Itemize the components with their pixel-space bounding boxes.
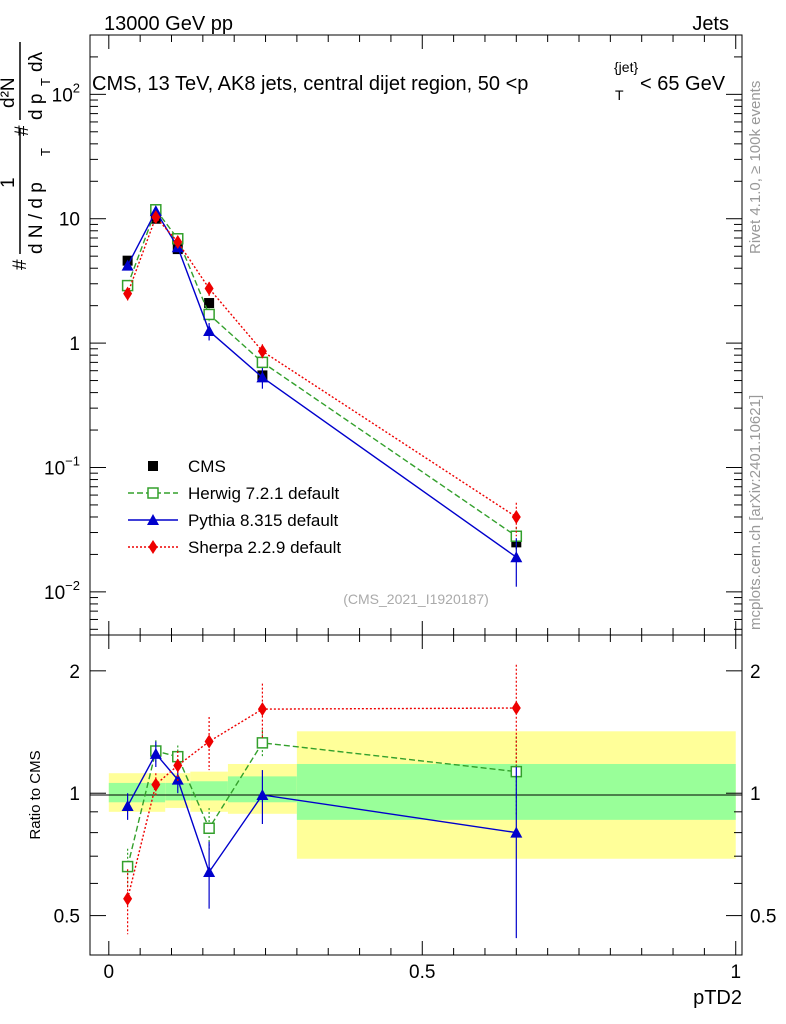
header-left: 13000 GeV pp <box>104 13 233 35</box>
ratio-point-pythia <box>510 826 523 838</box>
ratio-point-sherpa <box>257 702 267 717</box>
legend-marker <box>147 487 159 499</box>
ratio-line-herwig <box>126 742 517 867</box>
ratio-point-sherpa <box>511 701 521 716</box>
x-axis-label: pTD2 <box>693 987 742 1009</box>
main-point-herwig <box>256 356 269 369</box>
ylabel-d2N: d²N <box>0 77 19 108</box>
title-main: CMS, 13 TeV, AK8 jets, central dijet reg… <box>92 73 528 95</box>
ratio-y-tick-label-right: 1 <box>750 784 761 805</box>
main-line-sherpa <box>126 215 517 518</box>
main-point-pythia <box>510 551 523 563</box>
legend-label: Pythia 8.315 default <box>188 511 339 530</box>
legend-marker <box>148 461 158 471</box>
header-right: Jets <box>692 13 729 35</box>
main-y-tick-label-exponent: −2 <box>65 578 80 593</box>
rivet-label: Rivet 4.1.0, ≥ 100k events <box>747 81 764 254</box>
ratio-y-tick-label: 0.5 <box>54 907 80 928</box>
ratio-y-tick-label-right: 0.5 <box>750 907 776 928</box>
ylabel-hash-1: # <box>10 259 31 270</box>
ratio-y-tick-label: 1 <box>69 784 80 805</box>
main-point-sherpa <box>123 286 133 301</box>
legend-label: Sherpa 2.2.9 default <box>188 538 341 557</box>
main-point-sherpa <box>257 344 267 359</box>
main-series-group <box>121 204 523 587</box>
mcplots-label: mcplots.cern.ch [arXiv:2401.10621] <box>747 395 764 630</box>
main-y-axis-label: # 1 d N / d p T # d²N d p T dλ <box>0 42 53 270</box>
ratio-line-pythia <box>126 752 517 874</box>
ratio-x-tick-label: 0.5 <box>409 962 435 983</box>
main-point-sherpa <box>204 281 214 296</box>
legend-label: Herwig 7.2.1 default <box>188 484 339 503</box>
title-tail: < 65 GeV <box>640 73 726 95</box>
legend-marker <box>148 540 158 554</box>
title-sup-jet: {jet} <box>614 59 638 75</box>
ratio-point-herwig <box>121 860 134 873</box>
main-y-tick-label: 10 <box>59 210 80 231</box>
legend: CMS Herwig 7.2.1 default Pythia 8.315 defa… <box>128 457 341 557</box>
main-point-sherpa <box>511 509 521 524</box>
ratio-point-sherpa <box>173 758 183 773</box>
ratio-point-pythia <box>203 866 216 878</box>
ratio-point-pythia <box>121 800 134 812</box>
ratio-point-sherpa <box>204 734 214 749</box>
main-y-tick-label-base: 10 <box>44 458 65 479</box>
ylabel-one: 1 <box>0 177 19 188</box>
ratio-point-pythia <box>256 788 269 800</box>
ratio-point-pythia <box>149 747 162 759</box>
ratio-y-label: Ratio to CMS <box>27 750 44 839</box>
ratio-series-group <box>121 664 523 939</box>
main-y-tick-label-base: 10 <box>52 85 73 106</box>
ratio-axes: 0.5 0.5 1 1 2 2 0 0.5 1 <box>54 635 776 983</box>
main-y-tick-label-base: 10 <box>44 583 65 604</box>
main-point-pythia <box>203 325 216 337</box>
ratio-band-stat-uncertainty <box>190 781 228 801</box>
main-point-sherpa <box>173 234 183 249</box>
main-point-cms <box>204 298 215 309</box>
main-y-tick-label-exponent: −1 <box>65 453 80 468</box>
title-sub-T: T <box>615 87 624 103</box>
ylabel-hash-2: # <box>12 125 33 136</box>
main-line-pythia <box>126 209 517 558</box>
ratio-point-herwig <box>256 737 269 749</box>
ylabel-dp-sub-T: T <box>38 78 53 86</box>
ratio-band-stat-uncertainty <box>108 782 166 803</box>
main-point-herwig <box>203 308 215 321</box>
ylabel-dp: d p <box>26 94 47 120</box>
ratio-x-tick-label: 1 <box>730 962 741 983</box>
legend-label: CMS <box>188 457 226 476</box>
main-y-tick-label-exponent: 2 <box>73 80 80 95</box>
main-line-herwig <box>126 208 517 537</box>
ratio-point-sherpa <box>151 777 161 792</box>
main-y-tick-label: 10−1 <box>44 453 80 479</box>
main-point-pythia <box>256 371 269 383</box>
main-y-tick-label: 10−2 <box>44 578 80 604</box>
ratio-point-herwig <box>203 822 215 835</box>
ylabel-dlambda: dλ <box>26 51 47 72</box>
main-y-tick-label: 102 <box>52 80 80 106</box>
ratio-y-tick-label: 2 <box>69 662 80 683</box>
main-y-tick-label: 1 <box>69 334 80 355</box>
ratio-point-sherpa <box>123 891 133 906</box>
ylabel-dN: d N / d p <box>26 182 47 254</box>
ratio-x-tick-label: 0 <box>104 962 115 983</box>
main-point-pythia <box>121 259 134 271</box>
legend-marker <box>147 514 159 525</box>
analysis-watermark: (CMS_2021_I1920187) <box>343 591 489 607</box>
main-point-sherpa <box>151 210 161 225</box>
ylabel-sub-T: T <box>38 148 53 156</box>
plot-title: CMS, 13 TeV, AK8 jets, central dijet reg… <box>92 59 726 103</box>
ratio-y-tick-label-right: 2 <box>750 662 761 683</box>
